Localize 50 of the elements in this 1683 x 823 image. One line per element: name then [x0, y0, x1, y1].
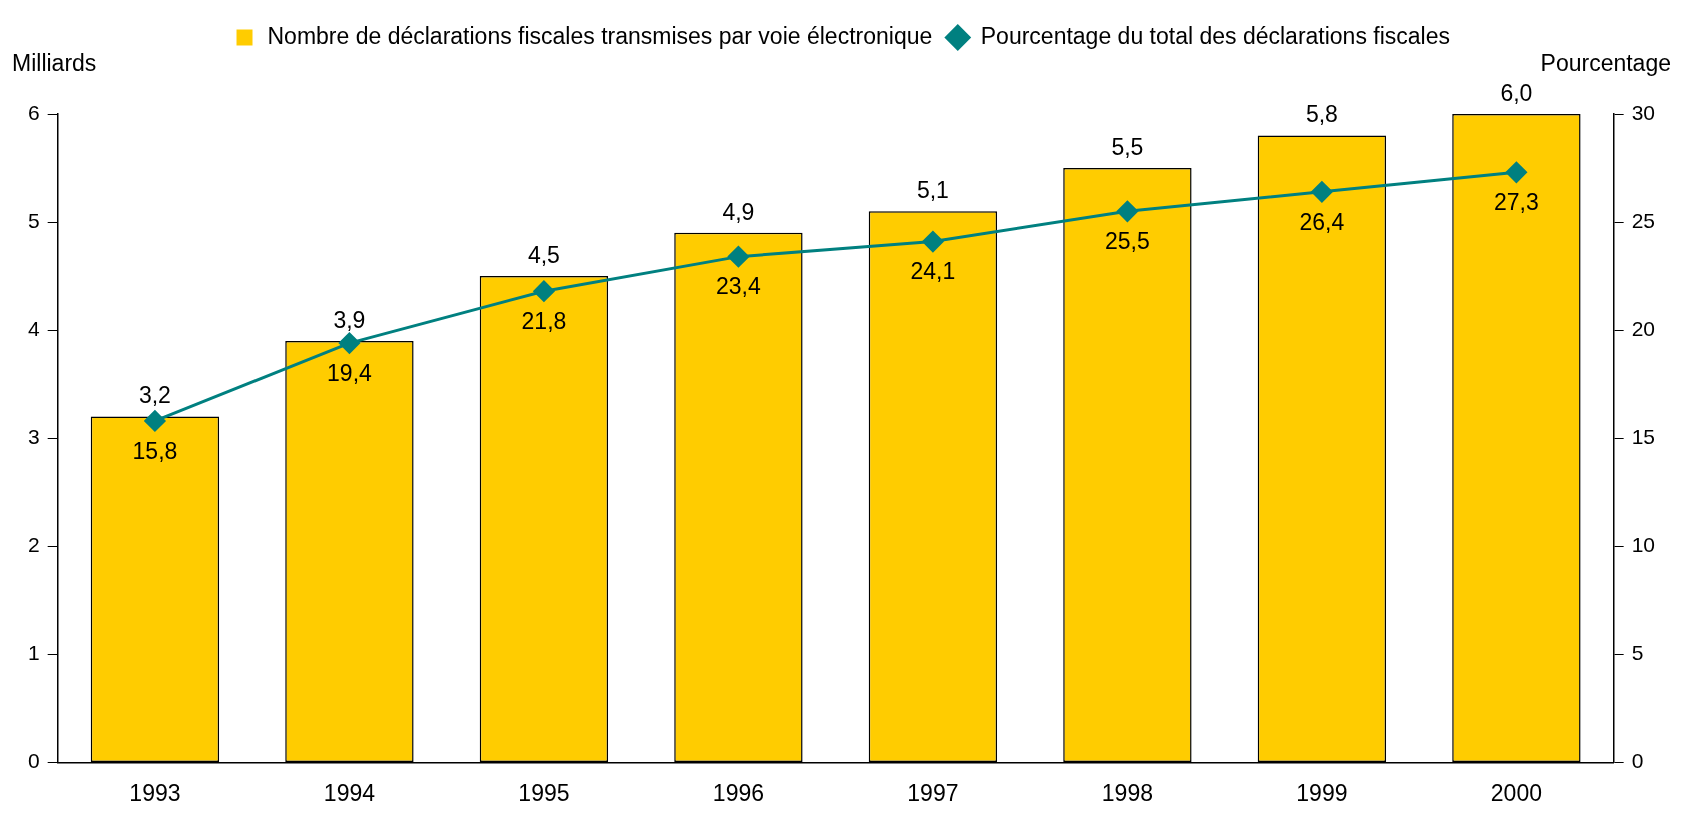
- x-tick-label: 1997: [907, 779, 959, 806]
- x-tick-label: 1994: [323, 779, 376, 806]
- data-label: 5,5: [1111, 133, 1144, 160]
- y-tick-label: 0: [27, 749, 40, 773]
- y2-tick-label: 10: [1631, 533, 1655, 557]
- y-axis-title: Milliards: [12, 49, 97, 76]
- x-tick-label: 1999: [1296, 779, 1348, 806]
- data-label: 26,4: [1299, 208, 1345, 235]
- x-tick-label: 1996: [712, 779, 764, 806]
- x-tick-label: 2000: [1490, 779, 1542, 806]
- data-label: 3,2: [138, 382, 171, 409]
- y-tick-label: 4: [27, 316, 40, 340]
- y-tick-label: 6: [27, 100, 40, 124]
- y2-axis-title: Pourcentage: [1540, 49, 1671, 76]
- point: [922, 231, 944, 253]
- x-tick-label: 1998: [1101, 779, 1153, 806]
- legend-label: Nombre de déclarations fiscales transmises par voie électronique: [267, 22, 933, 49]
- data-label: 24,1: [910, 258, 956, 285]
- data-label: 6,0: [1500, 79, 1533, 106]
- point: [1116, 200, 1138, 222]
- data-label: 27,3: [1494, 189, 1539, 216]
- y-tick-label: 2: [27, 533, 40, 557]
- point: [1311, 181, 1333, 203]
- data-label: 5,8: [1305, 101, 1338, 128]
- y-tick-label: 5: [27, 208, 40, 232]
- legend-label: Pourcentage du total des déclarations fiscales: [980, 22, 1450, 49]
- data-label: 25,5: [1105, 228, 1150, 255]
- y2-tick-label: 30: [1631, 100, 1655, 124]
- data-label: 4,5: [527, 241, 560, 268]
- x-tick-label: 1993: [129, 779, 181, 806]
- point: [533, 280, 555, 302]
- y-tick-label: 1: [27, 641, 40, 665]
- data-label: 4,9: [722, 198, 755, 225]
- y2-tick-label: 15: [1631, 425, 1655, 448]
- y-tick-label: 3: [27, 425, 40, 448]
- data-label: 15,8: [132, 437, 178, 464]
- data-label: 3,9: [333, 306, 366, 333]
- point: [338, 332, 360, 354]
- data-label: 19,4: [327, 359, 373, 386]
- data-label: 23,4: [716, 273, 761, 300]
- point: [727, 246, 749, 268]
- y2-tick-label: 5: [1631, 641, 1644, 665]
- y2-tick-label: 0: [1631, 749, 1644, 773]
- point: [1505, 161, 1527, 183]
- y2-tick-label: 20: [1631, 316, 1655, 340]
- x-tick-label: 1995: [518, 779, 570, 806]
- y2-tick-label: 25: [1631, 208, 1655, 232]
- data-label: 21,8: [521, 308, 567, 335]
- point: [144, 410, 166, 432]
- data-label: 5,1: [916, 177, 949, 204]
